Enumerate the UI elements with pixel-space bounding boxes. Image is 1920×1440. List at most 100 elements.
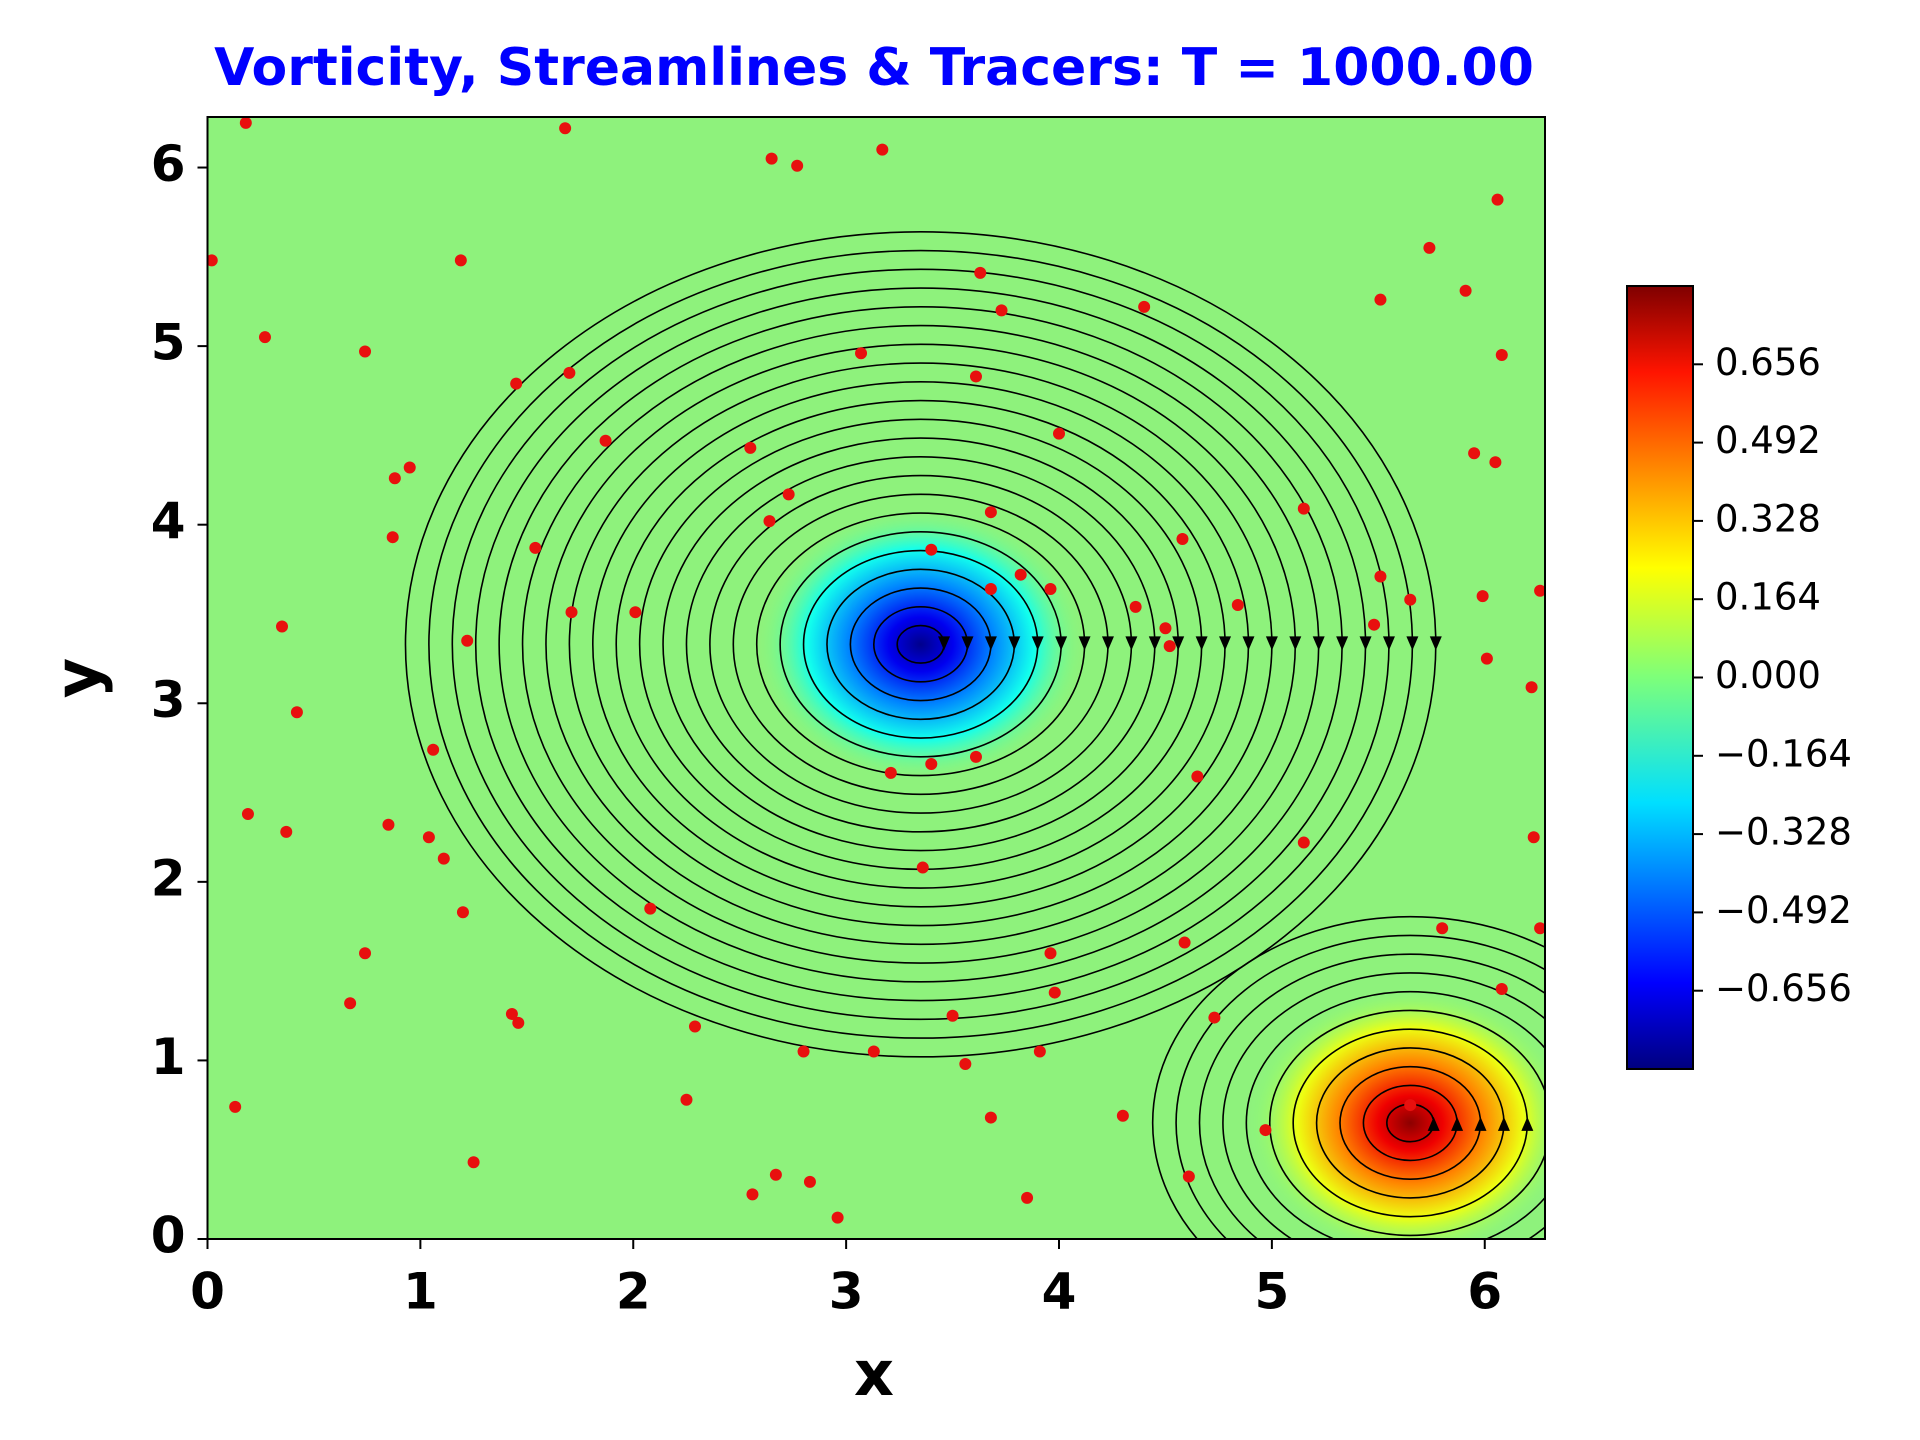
streamline [1151,915,1545,1239]
stream-arrow [1219,636,1232,651]
tracer [386,531,399,544]
colorbar-tick-label: −0.164 [1715,732,1852,775]
tracers [207,117,1545,1224]
tracer [437,852,450,865]
tracer [1033,1045,1046,1058]
colorbar-tick-label: 0.492 [1715,419,1821,462]
tracer [984,506,997,519]
tracer [769,1168,782,1181]
colorbar-tick-label: −0.328 [1715,811,1852,854]
tracer [280,825,293,838]
x-tick-label: 6 [1467,1263,1502,1321]
stream-arrow [984,636,997,651]
tracer [925,543,938,556]
x-tick-label: 1 [403,1263,438,1321]
tracer [765,152,778,165]
tracer [359,947,372,960]
stream-arrow [1474,1116,1487,1131]
tracer [1436,922,1449,935]
stream-arrow [1662,1117,1674,1131]
tracer [1368,618,1381,631]
tracer [388,472,401,485]
tracer [1404,1099,1417,1112]
stream-arrow [1615,1117,1627,1131]
x-tick-label: 4 [1042,1263,1077,1321]
tracer [1495,982,1508,995]
stream-arrow [1312,636,1325,651]
colorbar-tick-label: −0.656 [1715,967,1852,1010]
tracer [995,304,1008,317]
tracer [969,750,982,763]
stream-arrow [1544,1130,1545,1131]
tracer [207,254,218,267]
tracer [403,461,416,474]
tracer [1374,570,1387,583]
tracer [461,634,474,647]
tracer [1116,1109,1129,1122]
stream-arrow [1382,636,1395,651]
tracer [831,1211,844,1224]
stream-arrow [1008,636,1021,651]
tracer [803,1175,816,1188]
tracer [559,122,572,135]
tracer [644,902,657,915]
tracer [382,818,395,831]
stream-arrow [1638,1117,1650,1131]
y-tick-label: 5 [151,314,186,372]
tracer [1534,922,1545,935]
y-tick-label: 6 [151,135,186,193]
y-tick-label: 3 [151,671,186,729]
tracer [1534,584,1545,597]
tracer [1163,640,1176,653]
tracer [454,254,467,267]
y-tick-label: 4 [151,492,186,550]
x-tick-label: 5 [1254,1263,1289,1321]
colorbar [1626,285,1694,1070]
x-tick-label: 0 [190,1263,225,1321]
tracer [1159,622,1172,635]
stream-arrow [1125,636,1138,651]
tracer [529,541,542,554]
tracer [629,606,642,619]
tracer [884,766,897,779]
stream-arrow [1101,636,1114,651]
tracer [599,434,612,447]
tracer [344,997,357,1010]
tracer [1138,300,1151,313]
colorbar-tick-label: 0.164 [1715,576,1821,619]
tracer [946,1009,959,1022]
tracer [359,345,372,358]
tracer [290,706,303,719]
tracer [510,377,523,390]
tracer [763,515,776,528]
streamline [1175,934,1545,1239]
tracer [258,331,271,344]
tracer [1459,284,1472,297]
tracer [1297,502,1310,515]
streamline [1198,953,1545,1239]
stream-arrow [1568,1117,1580,1131]
tracer [276,620,289,633]
tracer [969,370,982,383]
tracer [1495,349,1508,362]
stream-arrow [1359,636,1372,651]
plot-frame [206,116,1546,1240]
tracer [1491,193,1504,206]
tracer [867,1045,880,1058]
colorbar-tick-label: 0.000 [1715,654,1821,697]
tracer [1423,241,1436,254]
stream-arrow [1406,636,1419,651]
tracer [744,441,757,454]
tracer [563,366,576,379]
tracer [855,347,868,360]
tracer [422,831,435,844]
stream-arrow [1195,636,1208,651]
tracer [1191,770,1204,783]
stream-arrow [1429,636,1442,651]
tracer [1259,1124,1272,1137]
streamline [1245,990,1545,1239]
colorbar-tick-label: 0.656 [1715,341,1821,384]
stream-arrow [1497,1116,1510,1131]
tracer [1404,593,1417,606]
